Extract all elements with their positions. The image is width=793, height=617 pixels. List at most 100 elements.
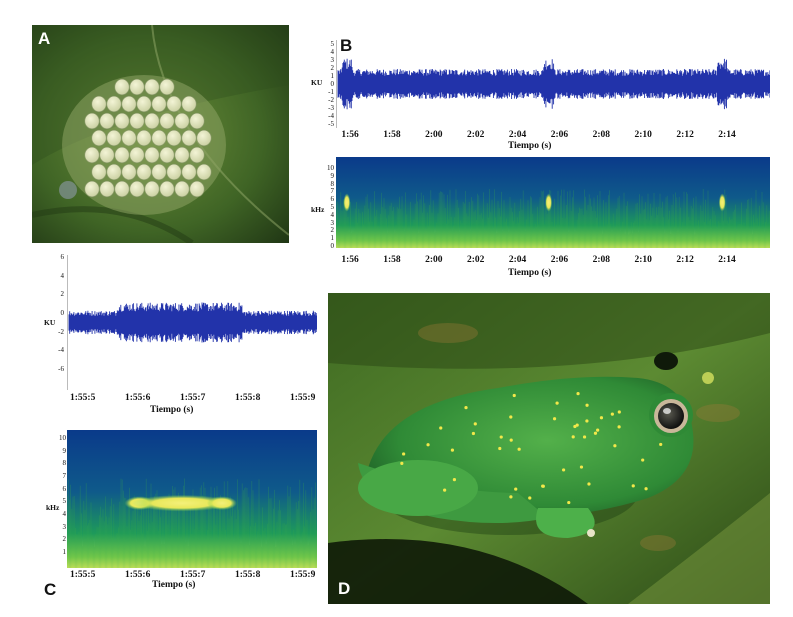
frog-spot bbox=[631, 484, 635, 488]
egg bbox=[114, 180, 130, 198]
egg bbox=[189, 146, 205, 164]
c-spectrogram bbox=[67, 430, 317, 568]
frog-spot bbox=[582, 435, 587, 439]
y-tick-label: 0 bbox=[330, 242, 335, 250]
frog-spot bbox=[426, 443, 430, 447]
x-tick-label: 1:55:9 bbox=[290, 570, 316, 580]
frog-spot bbox=[575, 423, 579, 427]
glass-frog-photo bbox=[328, 293, 770, 604]
b-spectrogram bbox=[336, 157, 770, 248]
egg bbox=[166, 95, 182, 113]
egg-clutch-photo bbox=[32, 25, 289, 243]
x-tick-label: 2:06 bbox=[550, 255, 569, 265]
frog-spot bbox=[576, 392, 580, 396]
frog-spot bbox=[617, 410, 621, 414]
x-tick-label: 1:55:7 bbox=[180, 393, 206, 403]
y-tick-label: 2 bbox=[330, 64, 335, 72]
x-tick-label: 2:00 bbox=[425, 130, 443, 140]
x-tick-label: 2:10 bbox=[634, 255, 652, 265]
frog-spot bbox=[567, 500, 571, 505]
egg bbox=[121, 95, 137, 113]
y-tick-label: 5 bbox=[330, 40, 335, 48]
frog-spot bbox=[452, 478, 457, 482]
x-tick-label: 1:55:9 bbox=[290, 393, 316, 403]
frog-spot bbox=[571, 435, 575, 439]
egg bbox=[144, 146, 160, 164]
b-spec-ylabel: kHz bbox=[311, 205, 325, 214]
egg bbox=[181, 95, 197, 113]
egg bbox=[166, 129, 182, 147]
frog-spot bbox=[610, 412, 614, 416]
y-tick-label: 2 bbox=[62, 535, 67, 544]
egg bbox=[129, 112, 145, 130]
frog-spot bbox=[585, 419, 589, 423]
frog-spot bbox=[587, 482, 591, 486]
y-tick-label: -6 bbox=[58, 365, 64, 373]
x-tick-label: 1:55:6 bbox=[125, 393, 151, 403]
y-tick-label: 9 bbox=[330, 171, 335, 180]
frog-spot bbox=[541, 484, 545, 488]
frog-spot bbox=[644, 487, 648, 491]
y-tick-label: -2 bbox=[58, 327, 64, 336]
x-tick-label: 2:14 bbox=[718, 255, 736, 265]
c-spec-xlabel: Tiempo (s) bbox=[152, 580, 196, 590]
y-tick-label: 2 bbox=[330, 226, 335, 235]
x-tick-label: 1:55:5 bbox=[70, 393, 96, 403]
egg bbox=[99, 112, 115, 130]
egg bbox=[129, 78, 145, 96]
frog-spot bbox=[585, 403, 589, 407]
y-tick-label: -2 bbox=[328, 96, 334, 104]
y-tick-label: -4 bbox=[328, 112, 334, 120]
panel-label-d: D bbox=[338, 579, 351, 598]
y-tick-label: 4 bbox=[330, 210, 335, 219]
egg bbox=[174, 180, 190, 198]
y-tick-label: -1 bbox=[328, 88, 334, 96]
x-tick-label: 1:55:7 bbox=[180, 570, 206, 580]
x-tick-label: 1:56 bbox=[341, 255, 359, 265]
y-tick-label: 4 bbox=[60, 271, 65, 280]
egg bbox=[136, 163, 152, 181]
egg bbox=[159, 112, 175, 130]
y-tick-label: 6 bbox=[330, 195, 335, 204]
c-oscillogram bbox=[67, 255, 317, 390]
egg bbox=[114, 78, 130, 96]
egg bbox=[106, 95, 122, 113]
frog-spot bbox=[517, 447, 521, 451]
egg bbox=[129, 146, 145, 164]
c-osc-ylabel: KU bbox=[44, 318, 56, 327]
x-tick-label: 2:02 bbox=[467, 255, 485, 265]
x-tick-label: 1:58 bbox=[383, 130, 401, 140]
frog-spot bbox=[450, 448, 455, 452]
egg bbox=[159, 180, 175, 198]
egg bbox=[84, 146, 100, 164]
x-tick-label: 2:08 bbox=[592, 130, 611, 140]
egg bbox=[159, 146, 175, 164]
egg bbox=[174, 146, 190, 164]
frog-spot bbox=[509, 495, 513, 499]
egg bbox=[114, 112, 130, 130]
y-tick-label: 7 bbox=[330, 187, 335, 196]
egg bbox=[189, 180, 205, 198]
egg bbox=[91, 163, 107, 181]
egg bbox=[99, 146, 115, 164]
egg bbox=[196, 129, 212, 147]
spectrogram-noise bbox=[67, 478, 317, 568]
egg bbox=[99, 180, 115, 198]
frog-spot bbox=[552, 417, 557, 421]
egg bbox=[129, 180, 145, 198]
waveform-trace bbox=[68, 302, 317, 343]
egg bbox=[151, 163, 167, 181]
x-tick-label: 2:00 bbox=[425, 255, 443, 265]
frog-spot bbox=[443, 488, 447, 492]
y-tick-label: 2 bbox=[60, 290, 65, 299]
x-tick-label: 1:55:8 bbox=[235, 393, 261, 403]
frog-spot bbox=[561, 468, 566, 472]
x-tick-label: 2:12 bbox=[676, 255, 694, 265]
y-tick-label: 0 bbox=[330, 80, 335, 88]
egg bbox=[91, 129, 107, 147]
frog-spot bbox=[579, 465, 584, 469]
b-oscillogram bbox=[336, 40, 770, 128]
y-tick-label: 0 bbox=[60, 309, 65, 317]
frog-spot bbox=[402, 452, 406, 456]
egg bbox=[136, 95, 152, 113]
